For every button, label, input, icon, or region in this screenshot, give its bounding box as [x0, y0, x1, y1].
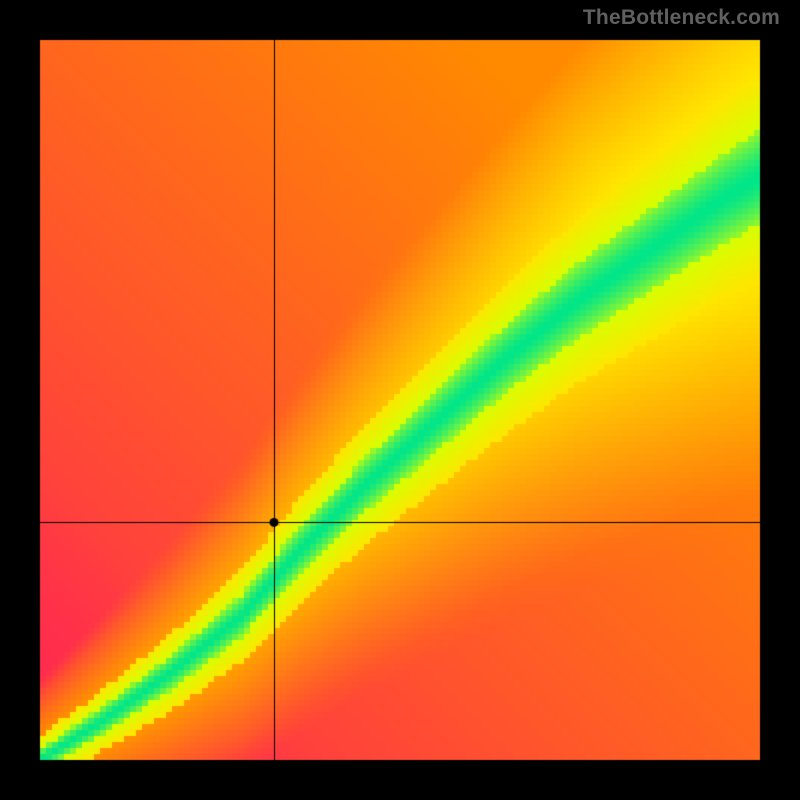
chart-container: TheBottleneck.com [0, 0, 800, 800]
watermark-text: TheBottleneck.com [583, 6, 780, 30]
bottleneck-heatmap [0, 0, 800, 800]
